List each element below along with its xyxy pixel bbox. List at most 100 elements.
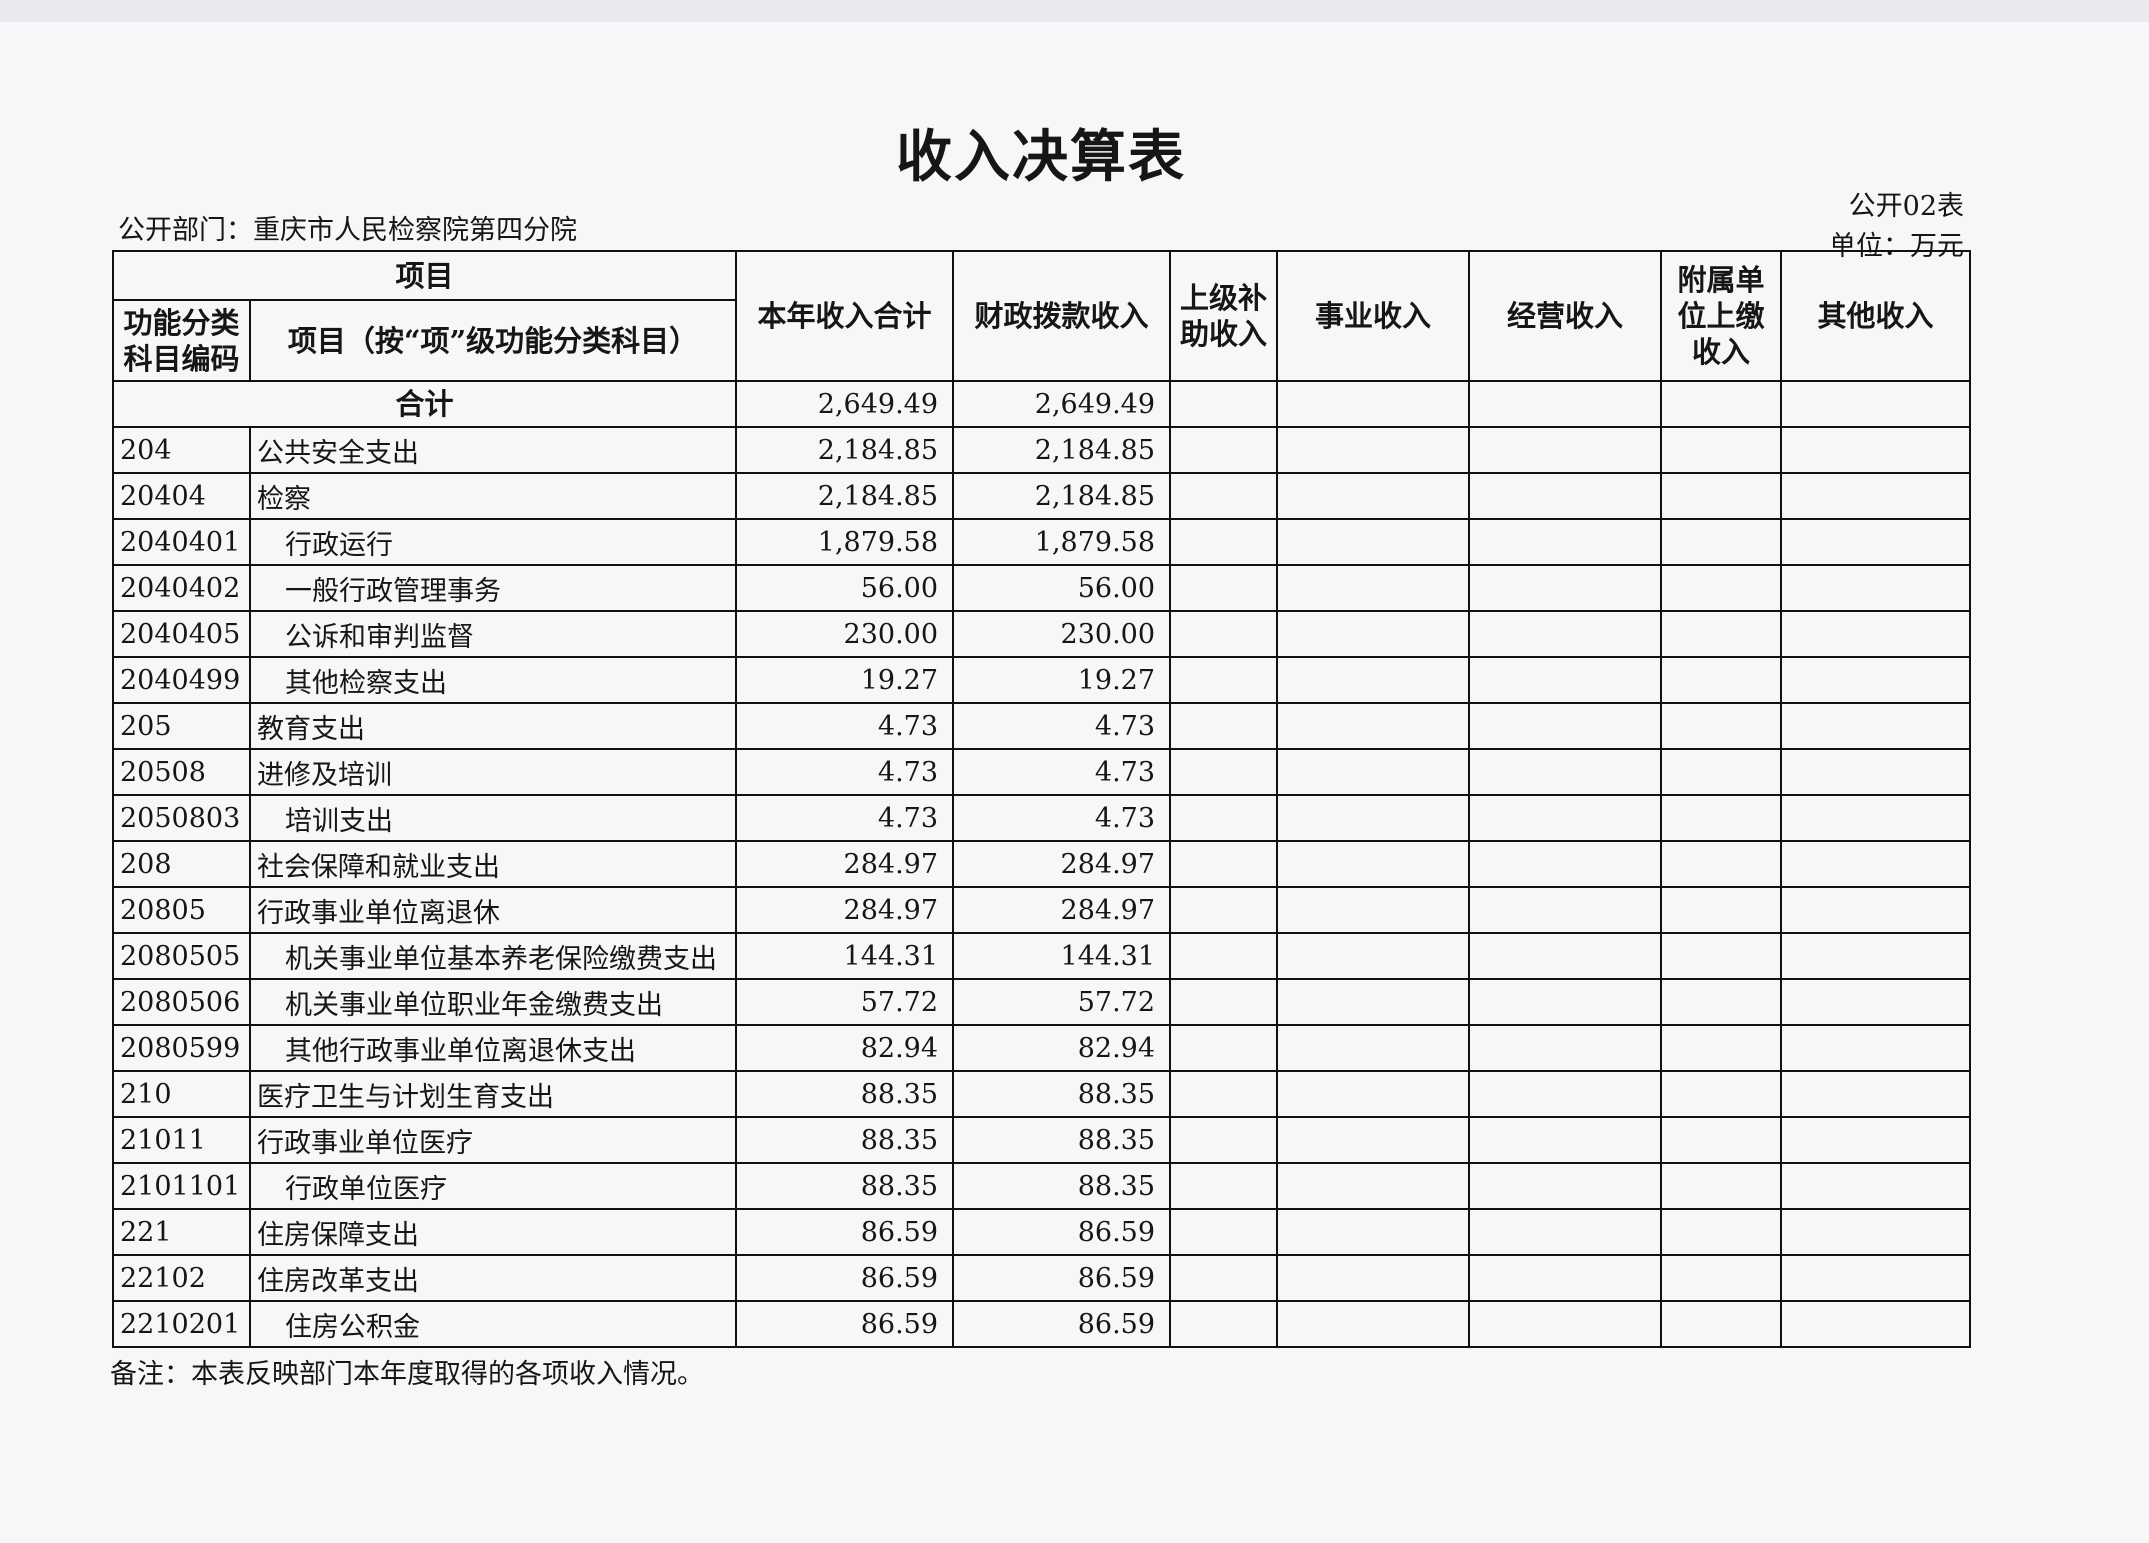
empty-cell bbox=[1660, 564, 1783, 612]
row-name: 公共安全支出 bbox=[248, 426, 738, 474]
row-total: 144.31 bbox=[735, 932, 955, 980]
empty-cell bbox=[1660, 1070, 1783, 1118]
empty-cell bbox=[1468, 1300, 1663, 1348]
row-fiscal: 88.35 bbox=[952, 1116, 1172, 1164]
header-project-group: 项目 bbox=[111, 250, 738, 301]
empty-cell bbox=[1169, 1208, 1279, 1256]
row-name: 机关事业单位职业年金缴费支出 bbox=[248, 978, 738, 1026]
table-row: 2040401 行政运行 1,879.58 1,879.58 bbox=[112, 518, 1972, 566]
row-name: 医疗卫生与计划生育支出 bbox=[248, 1070, 738, 1118]
row-total: 82.94 bbox=[735, 1024, 955, 1072]
empty-cell bbox=[1276, 932, 1471, 980]
row-name: 住房保障支出 bbox=[248, 1208, 738, 1256]
empty-cell bbox=[1660, 886, 1783, 934]
table-row: 2080505 机关事业单位基本养老保险缴费支出 144.31 144.31 bbox=[112, 932, 1972, 980]
row-fiscal: 86.59 bbox=[952, 1300, 1172, 1348]
empty-cell bbox=[1660, 1024, 1783, 1072]
empty-cell bbox=[1169, 1254, 1279, 1302]
row-total: 2,184.85 bbox=[735, 472, 955, 520]
empty-cell bbox=[1780, 748, 1972, 796]
empty-cell bbox=[1780, 1070, 1972, 1118]
empty-cell bbox=[1468, 610, 1663, 658]
empty-cell bbox=[1660, 1116, 1783, 1164]
row-total: 86.59 bbox=[735, 1208, 955, 1256]
form-number: 公开02表 bbox=[1848, 191, 1964, 222]
row-fiscal: 86.59 bbox=[952, 1208, 1172, 1256]
empty-cell bbox=[1169, 1070, 1279, 1118]
row-name: 行政运行 bbox=[248, 518, 738, 566]
empty-cell bbox=[1169, 518, 1279, 566]
empty-cell bbox=[1169, 1300, 1279, 1348]
row-fiscal: 284.97 bbox=[952, 886, 1172, 934]
row-total: 4.73 bbox=[735, 794, 955, 842]
header-fiscal: 财政拨款收入 bbox=[952, 250, 1172, 382]
empty-cell bbox=[1276, 1254, 1471, 1302]
row-code: 2080505 bbox=[112, 932, 251, 980]
empty-cell bbox=[1660, 426, 1783, 474]
empty-cell bbox=[1660, 610, 1783, 658]
empty-cell bbox=[1660, 748, 1783, 796]
empty-cell bbox=[1276, 1208, 1471, 1256]
total-fiscal: 2,649.49 bbox=[952, 380, 1172, 428]
row-code: 2040402 bbox=[112, 564, 251, 612]
table-row: 2101101 行政单位医疗 88.35 88.35 bbox=[112, 1162, 1972, 1210]
empty-cell bbox=[1780, 794, 1972, 842]
row-code: 20508 bbox=[112, 748, 251, 796]
row-code: 2040499 bbox=[112, 656, 251, 704]
row-total: 1,879.58 bbox=[735, 518, 955, 566]
row-name: 公诉和审判监督 bbox=[248, 610, 738, 658]
row-code: 205 bbox=[112, 702, 251, 750]
table-row: 2050803 培训支出 4.73 4.73 bbox=[112, 794, 1972, 842]
row-name: 培训支出 bbox=[248, 794, 738, 842]
empty-cell bbox=[1780, 840, 1972, 888]
table-row: 221 住房保障支出 86.59 86.59 bbox=[112, 1208, 1972, 1256]
row-total: 230.00 bbox=[735, 610, 955, 658]
row-fiscal: 2,184.85 bbox=[952, 472, 1172, 520]
empty-cell bbox=[1660, 794, 1783, 842]
row-fiscal: 284.97 bbox=[952, 840, 1172, 888]
row-total: 2,184.85 bbox=[735, 426, 955, 474]
empty-cell bbox=[1276, 1024, 1471, 1072]
header-superior: 上级补助收入 bbox=[1169, 250, 1279, 382]
row-code: 210 bbox=[112, 1070, 251, 1118]
empty-cell bbox=[1780, 610, 1972, 658]
row-code: 20805 bbox=[112, 886, 251, 934]
row-fiscal: 88.35 bbox=[952, 1070, 1172, 1118]
row-fiscal: 144.31 bbox=[952, 932, 1172, 980]
empty-cell bbox=[1276, 1070, 1471, 1118]
table-row: 20404 检察 2,184.85 2,184.85 bbox=[112, 472, 1972, 520]
table-row: 2210201 住房公积金 86.59 86.59 bbox=[112, 1300, 1972, 1348]
empty-cell bbox=[1276, 1116, 1471, 1164]
row-total: 19.27 bbox=[735, 656, 955, 704]
row-name: 进修及培训 bbox=[248, 748, 738, 796]
row-name: 行政单位医疗 bbox=[248, 1162, 738, 1210]
empty-cell bbox=[1660, 1162, 1783, 1210]
empty-cell bbox=[1780, 1300, 1972, 1348]
row-total: 284.97 bbox=[735, 840, 955, 888]
empty-cell bbox=[1276, 564, 1471, 612]
empty-cell bbox=[1780, 1208, 1972, 1256]
empty-cell bbox=[1169, 380, 1279, 428]
empty-cell bbox=[1276, 794, 1471, 842]
row-fiscal: 19.27 bbox=[952, 656, 1172, 704]
empty-cell bbox=[1468, 518, 1663, 566]
empty-cell bbox=[1468, 656, 1663, 704]
empty-cell bbox=[1660, 840, 1783, 888]
table-row: 204 公共安全支出 2,184.85 2,184.85 bbox=[112, 426, 1972, 474]
empty-cell bbox=[1468, 1254, 1663, 1302]
empty-cell bbox=[1780, 426, 1972, 474]
empty-cell bbox=[1660, 656, 1783, 704]
empty-cell bbox=[1276, 702, 1471, 750]
row-fiscal: 4.73 bbox=[952, 702, 1172, 750]
empty-cell bbox=[1660, 380, 1783, 428]
header-business: 事业收入 bbox=[1276, 250, 1471, 382]
empty-cell bbox=[1276, 1300, 1471, 1348]
empty-cell bbox=[1468, 426, 1663, 474]
row-name: 其他检察支出 bbox=[248, 656, 738, 704]
empty-cell bbox=[1780, 564, 1972, 612]
empty-cell bbox=[1169, 886, 1279, 934]
row-fiscal: 86.59 bbox=[952, 1254, 1172, 1302]
empty-cell bbox=[1169, 426, 1279, 474]
empty-cell bbox=[1169, 978, 1279, 1026]
row-fiscal: 4.73 bbox=[952, 748, 1172, 796]
